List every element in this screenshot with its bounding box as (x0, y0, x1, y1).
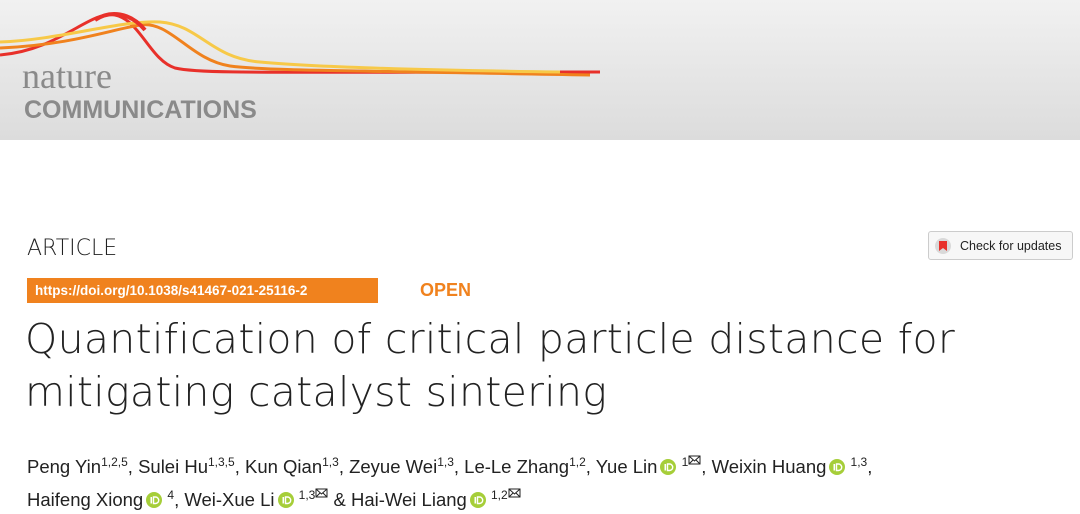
author-name[interactable]: Peng Yin (27, 456, 102, 478)
title-line: mitigating catalyst sintering (25, 368, 608, 416)
doi-link[interactable]: https://doi.org/10.1038/s41467-021-25116… (27, 278, 378, 303)
banner: nature COMMUNICATIONS (0, 0, 1080, 140)
orcid-icon[interactable] (469, 492, 486, 509)
author-line: Peng Yin1,2,5, Sulei Hu1,3,5, Kun Qian1,… (27, 448, 872, 481)
logo-waves (0, 12, 600, 77)
open-access: OPEN (420, 280, 472, 300)
email-icon[interactable] (688, 455, 701, 465)
separator: , (453, 456, 460, 478)
separator: , (127, 456, 133, 478)
email-icon[interactable] (508, 488, 521, 498)
author-line: Haifeng Xiong 4, Wei-Xue Li 1,3 & Hai-We… (27, 481, 872, 514)
article-title: Quantification of critical particle dist… (25, 313, 955, 419)
author-name[interactable]: Hai-Wei Liang (350, 489, 467, 511)
author-name[interactable]: Wei-Xue Li (184, 489, 275, 511)
article-type: ARTICLE (27, 236, 118, 261)
logo-nature: nature (22, 56, 112, 96)
author-name[interactable]: Le-Le Zhang (464, 456, 570, 478)
orcid-icon[interactable] (660, 459, 677, 476)
author-name[interactable]: Sulei Hu (138, 456, 208, 478)
check-updates-text: Check for updates (960, 238, 1062, 253)
affiliations: 1,3 (850, 455, 868, 469)
logo-communications: COMMUNICATIONS (24, 96, 257, 124)
affiliations: 1,2 (490, 488, 508, 503)
authors: Peng Yin1,2,5, Sulei Hu1,3,5, Kun Qian1,… (27, 448, 872, 514)
separator: , (867, 456, 873, 478)
affiliations: 4 (167, 488, 175, 503)
author-name[interactable]: Kun Qian (244, 456, 323, 478)
email-icon[interactable] (315, 488, 328, 498)
affiliations: 1,3 (322, 455, 339, 469)
separator: , (701, 456, 707, 478)
separator: , (234, 456, 240, 478)
author-name[interactable]: Haifeng Xiong (27, 489, 144, 511)
orcid-icon[interactable] (146, 492, 163, 509)
separator: , (585, 456, 591, 478)
author-name[interactable]: Weixin Huang (711, 456, 827, 478)
separator: , (338, 456, 344, 478)
affiliations: 1,2,5 (101, 455, 128, 469)
affiliations: 1 (681, 455, 689, 469)
title-line: Quantification of critical particle dist… (25, 315, 955, 363)
orcid-icon[interactable] (829, 459, 846, 476)
affiliations: 1,3,5 (208, 455, 235, 469)
author-name[interactable]: Zeyue Wei (349, 456, 438, 478)
affiliations: 1,3 (298, 488, 316, 503)
affiliations: 1,3 (437, 455, 454, 469)
check-icon (935, 237, 951, 254)
orcid-icon[interactable] (277, 492, 294, 509)
author-name[interactable]: Yue Lin (595, 456, 658, 478)
affiliations: 1,2 (569, 455, 586, 469)
conjunction: & (333, 489, 346, 511)
check-updates-button[interactable]: Check for updates (928, 231, 1073, 260)
separator: , (174, 489, 180, 511)
